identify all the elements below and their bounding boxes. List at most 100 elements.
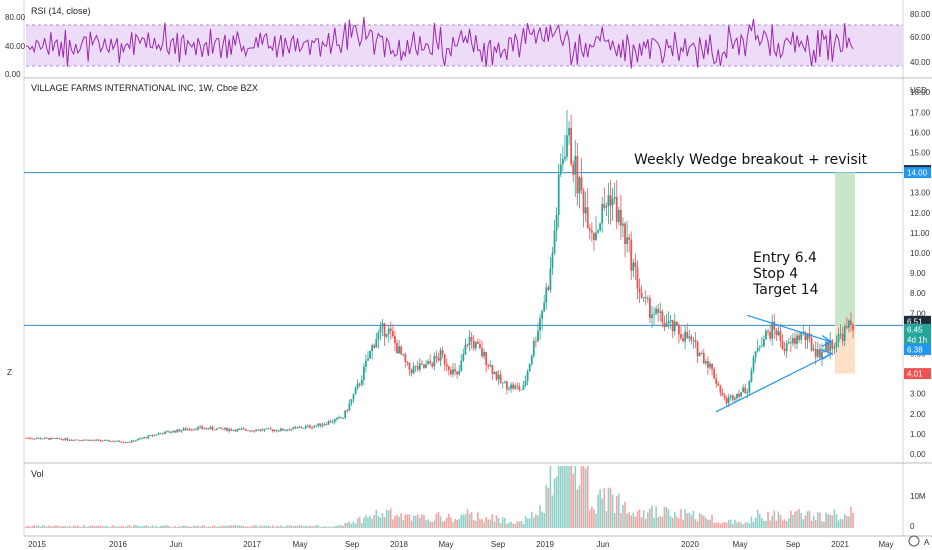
rsi-line — [25, 16, 854, 69]
candle-body — [313, 426, 316, 428]
candle-body — [157, 433, 160, 435]
candle-body — [394, 336, 396, 344]
volume-bar — [199, 526, 201, 528]
candle-body — [296, 427, 299, 429]
volume-bar — [651, 505, 653, 528]
candle-body — [534, 341, 537, 342]
volume-bar — [628, 512, 630, 528]
volume-bar — [66, 526, 69, 528]
volume-bar — [568, 466, 570, 528]
candle-body — [72, 439, 75, 441]
candle-body — [472, 340, 475, 349]
settings-z-icon[interactable]: Z — [7, 368, 12, 377]
candle-body — [163, 431, 166, 435]
price-badge-text: 6.45 — [907, 325, 923, 334]
wedge-resistance-line[interactable] — [746, 314, 831, 343]
volume-bar — [765, 520, 767, 528]
candle-body — [460, 360, 463, 372]
candle-body — [617, 209, 620, 222]
annotation-target[interactable]: Target 14 — [752, 282, 819, 298]
volume-bar — [267, 525, 270, 528]
price-tick-label: 16.00 — [910, 128, 931, 137]
candle-body — [597, 230, 599, 233]
candle-body — [694, 340, 697, 342]
position-profit-zone[interactable] — [835, 172, 855, 326]
candle-body — [267, 428, 270, 430]
volume-bar — [81, 526, 83, 528]
wedge-support-line[interactable] — [715, 352, 833, 413]
volume-bar — [325, 526, 328, 528]
volume-bar — [723, 521, 726, 528]
candle-body — [466, 344, 469, 346]
candle-body — [91, 439, 94, 441]
candle-body — [232, 429, 235, 431]
volume-bar — [394, 515, 396, 528]
candle-body — [454, 369, 456, 372]
candle-body — [186, 429, 189, 431]
volume-bar — [559, 466, 562, 528]
volume-bar — [58, 526, 60, 528]
volume-bar — [576, 489, 579, 528]
volume-bar — [224, 525, 226, 528]
volume-bar — [280, 525, 282, 528]
volume-bar — [329, 526, 332, 528]
candle-body — [493, 372, 496, 375]
volume-bar — [493, 521, 496, 528]
volume-bar — [331, 526, 334, 528]
candle-body — [806, 333, 809, 341]
volume-bar — [470, 512, 473, 528]
candle-body — [798, 335, 801, 340]
volume-bar — [485, 517, 487, 528]
volume-bar — [474, 520, 477, 528]
candle-body — [389, 328, 392, 331]
volume-bar — [816, 512, 819, 528]
volume-bar — [56, 525, 58, 528]
candle-body — [311, 427, 313, 429]
annotation-stop[interactable]: Stop 4 — [753, 266, 798, 282]
volume-bar — [846, 516, 848, 528]
settings-gear-icon[interactable] — [908, 535, 920, 547]
candle-body — [192, 428, 195, 430]
volume-bar — [398, 516, 400, 528]
candle-body — [653, 313, 655, 315]
candle-body — [41, 438, 44, 440]
candle-body — [777, 331, 780, 336]
volume-bar — [230, 525, 233, 528]
candle-body — [396, 343, 398, 354]
volume-bar — [537, 515, 539, 528]
candle-body — [537, 330, 539, 342]
annotation-entry[interactable]: Entry 6.4 — [753, 250, 817, 266]
position-loss-zone[interactable] — [835, 325, 855, 374]
candle-body — [155, 434, 158, 436]
volume-bar — [95, 525, 98, 528]
volume-bar — [696, 521, 699, 528]
price-badge-text: 4d 1h — [907, 335, 927, 344]
time-tick-label: Sep — [345, 540, 360, 549]
volume-bar — [166, 525, 168, 528]
volume-bar — [665, 507, 668, 528]
candle-body — [661, 311, 664, 323]
candle-body — [852, 324, 854, 331]
volume-bar — [255, 525, 257, 528]
candle-body — [721, 392, 724, 396]
candle-body — [240, 428, 243, 430]
candle-body — [825, 341, 827, 352]
volume-bar — [172, 526, 174, 528]
volume-bar — [89, 525, 92, 528]
volume-bar — [433, 520, 436, 528]
candle-body — [754, 351, 757, 358]
candle-body — [684, 331, 687, 342]
rsi-band — [26, 25, 903, 66]
volume-bar — [176, 526, 179, 528]
volume-bar — [143, 525, 145, 528]
candle-body — [800, 332, 803, 340]
candle-body — [622, 223, 624, 226]
candle-body — [74, 439, 77, 441]
candle-body — [108, 440, 110, 442]
rsi-panel: RSI (14, close) 0.00 40.00 80.00 40.00 60.0… — [5, 6, 931, 79]
annotation-headline[interactable]: Weekly Wedge breakout + revisit — [634, 152, 868, 168]
auto-scale-icon[interactable]: A — [924, 538, 930, 547]
candle-body — [132, 440, 135, 442]
candle-body — [120, 441, 123, 443]
